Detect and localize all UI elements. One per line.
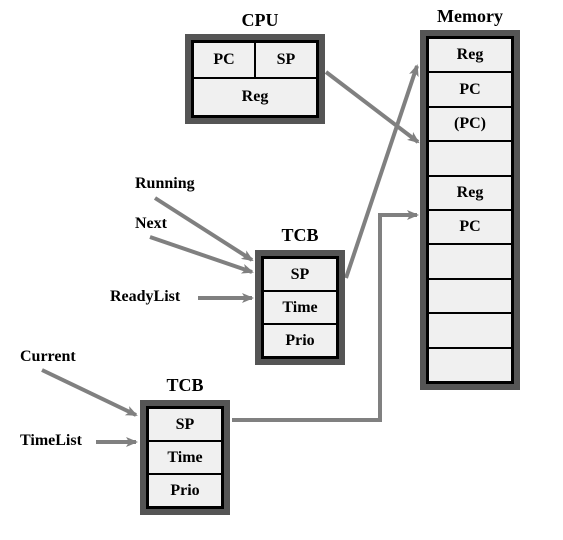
- label-current: Current: [20, 348, 76, 366]
- memory-title: Memory: [430, 6, 510, 27]
- cpu-reg-cell: Reg: [193, 78, 317, 116]
- tcb2-box: SP Time Prio: [140, 400, 230, 515]
- tcb1-prio-cell: Prio: [263, 324, 337, 357]
- tcb1-box: SP Time Prio: [255, 250, 345, 365]
- memory-box: Reg PC (PC) Reg PC: [420, 30, 520, 390]
- label-timelist: TimeList: [20, 432, 82, 450]
- mem-row-3: [428, 141, 512, 175]
- tcb1-time-cell: Time: [263, 291, 337, 324]
- cpu-box: PC SP Reg: [185, 34, 325, 124]
- mem-row-9: [428, 348, 512, 382]
- label-next: Next: [135, 215, 167, 233]
- mem-row-4: Reg: [428, 176, 512, 210]
- next-arrow: [150, 237, 252, 272]
- label-running: Running: [135, 175, 195, 193]
- cpu-pc-cell: PC: [193, 42, 255, 78]
- current-arrow: [42, 370, 136, 415]
- tcb2-sp-cell: SP: [148, 408, 222, 441]
- label-readylist: ReadyList: [110, 288, 180, 306]
- mem-row-1: PC: [428, 72, 512, 106]
- running-arrow: [155, 198, 252, 260]
- mem-row-8: [428, 313, 512, 347]
- mem-row-6: [428, 244, 512, 278]
- tcb2-time-cell: Time: [148, 441, 222, 474]
- mem-row-5: PC: [428, 210, 512, 244]
- tcb2-title: TCB: [155, 375, 215, 396]
- cpu-title: CPU: [220, 10, 300, 31]
- tcb1-title: TCB: [270, 225, 330, 246]
- tcb1-sp-cell: SP: [263, 258, 337, 291]
- cpu-sp-cell: SP: [255, 42, 317, 78]
- tcb2-prio-cell: Prio: [148, 474, 222, 507]
- mem-row-0: Reg: [428, 38, 512, 72]
- mem-row-7: [428, 279, 512, 313]
- mem-row-2: (PC): [428, 107, 512, 141]
